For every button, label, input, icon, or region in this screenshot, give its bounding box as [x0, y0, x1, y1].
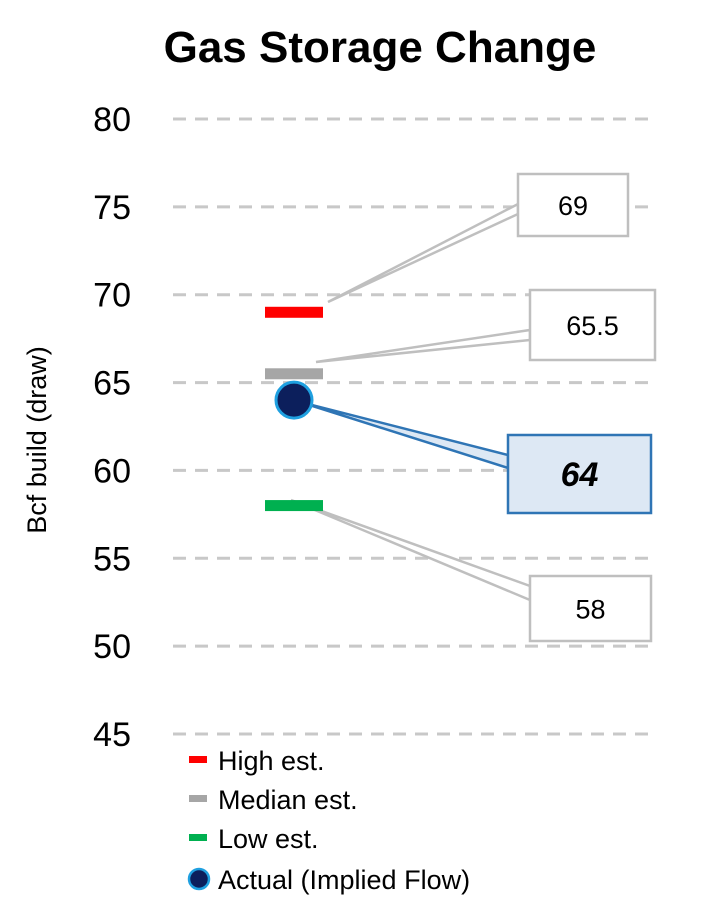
legend-label-low-est: Low est. — [218, 824, 319, 854]
data-label-actual-implied-flow: 64 — [561, 456, 599, 494]
callout-box-high-est — [516, 172, 630, 238]
callout-actual-implied-flow: 64 — [299, 400, 653, 515]
legend-item-high-est: High est. — [189, 746, 325, 776]
callout-leader-actual-implied-flow — [299, 400, 510, 470]
y-tick-labels: 45 50 55 60 65 70 75 80 — [93, 101, 131, 754]
marker-actual-implied-flow — [274, 380, 314, 420]
data-label-low-est: 58 — [575, 595, 605, 625]
callout-leader-high-est — [327, 201, 520, 304]
legend-swatch-low-est — [189, 834, 207, 841]
y-tick-70: 70 — [93, 277, 131, 315]
callout-leader-median-est — [315, 328, 532, 364]
callout-median-est: 65.5 — [315, 288, 657, 364]
y-tick-50: 50 — [93, 628, 131, 666]
legend-label-median-est: Median est. — [218, 785, 358, 815]
y-tick-75: 75 — [93, 189, 131, 227]
data-label-high-est: 69 — [558, 191, 588, 221]
legend-item-low-est: Low est. — [189, 824, 319, 854]
data-callouts: 69 65.5 64 58 — [290, 172, 657, 643]
legend: High est. Median est. Low est. Actual (Impl… — [187, 746, 470, 895]
chart-title: Gas Storage Change — [164, 23, 597, 72]
callout-box-low-est — [528, 574, 653, 643]
legend-swatch-median-est — [189, 795, 207, 802]
callout-box-median-est — [528, 288, 657, 362]
callout-box-actual-implied-flow — [506, 433, 653, 515]
legend-item-actual-implied-flow: Actual (Implied Flow) — [187, 865, 470, 895]
marker-low-est — [265, 500, 323, 512]
y-tick-80: 80 — [93, 101, 131, 139]
data-marks — [265, 306, 323, 512]
data-label-median-est: 65.5 — [566, 311, 619, 341]
y-tick-65: 65 — [93, 365, 131, 403]
legend-label-actual-implied-flow: Actual (Implied Flow) — [218, 865, 470, 895]
legend-swatch-high-est — [189, 756, 207, 763]
marker-high-est — [265, 306, 323, 318]
y-tick-60: 60 — [93, 452, 131, 490]
marker-median-est — [265, 368, 323, 380]
callout-low-est: 58 — [290, 498, 653, 643]
callout-high-est: 69 — [327, 172, 630, 304]
legend-item-median-est: Median est. — [189, 785, 358, 815]
y-axis-label: Bcf build (draw) — [22, 346, 52, 534]
y-tick-45: 45 — [93, 716, 131, 754]
legend-label-high-est: High est. — [218, 746, 325, 776]
legend-swatch-actual-implied-flow — [187, 867, 211, 891]
callout-leader-low-est — [290, 498, 532, 602]
y-tick-55: 55 — [93, 540, 131, 578]
